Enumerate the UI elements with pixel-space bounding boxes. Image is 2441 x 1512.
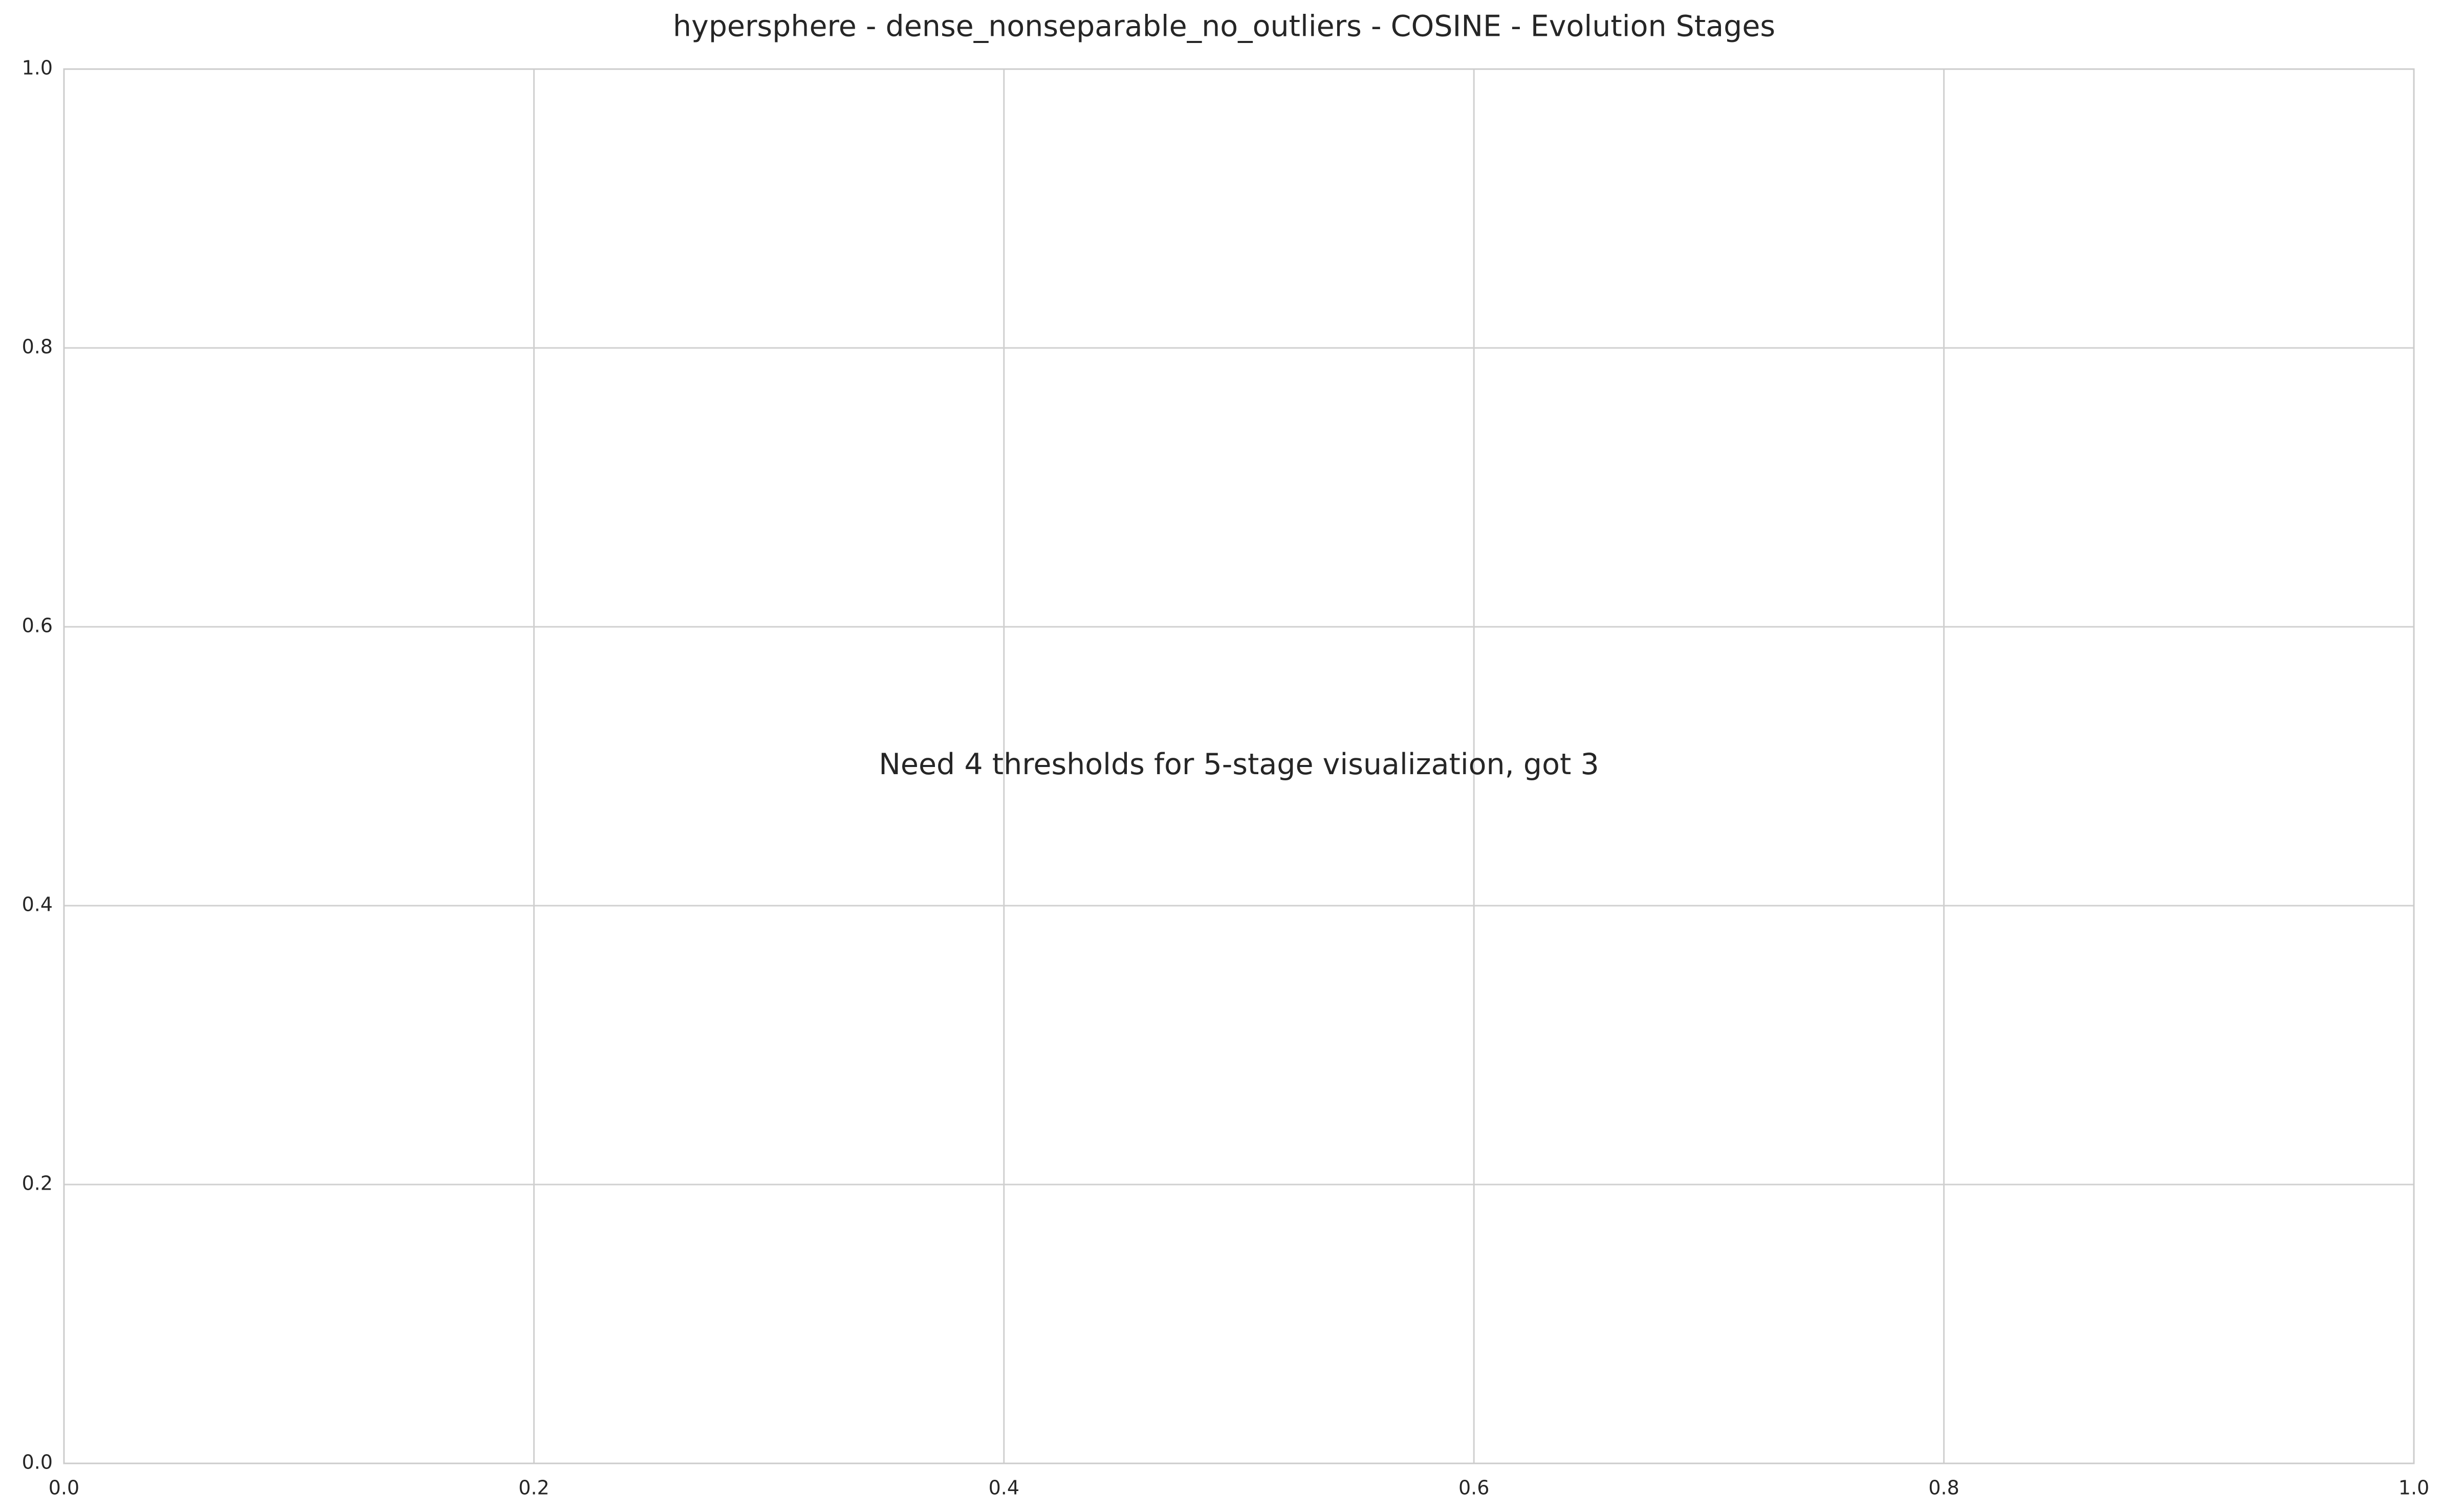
y-tick-label: 0.0 <box>22 1451 53 1474</box>
y-tick-label: 0.4 <box>22 893 53 916</box>
y-tick-label: 0.8 <box>22 336 53 358</box>
x-tick-label: 0.4 <box>989 1477 1019 1499</box>
tick-labels: 0.0 0.2 0.4 0.6 0.8 1.0 0.0 0.2 0.4 0.6 0.8 1.0 <box>22 57 2430 1499</box>
y-tick-label: 0.6 <box>22 615 53 637</box>
x-tick-label: 0.6 <box>1458 1477 1489 1499</box>
x-tick-label: 0.0 <box>49 1477 79 1499</box>
chart-annotation: Need 4 thresholds for 5-stage visualizat… <box>879 748 1599 781</box>
chart-title: hypersphere - dense_nonseparable_no_outl… <box>673 10 1775 43</box>
plot-area: 0.0 0.2 0.4 0.6 0.8 1.0 0.0 0.2 0.4 0.6 0.8 1.0 Nee… <box>22 57 2430 1499</box>
x-tick-label: 1.0 <box>2399 1477 2429 1499</box>
y-tick-label: 1.0 <box>22 57 53 79</box>
x-tick-label: 0.8 <box>1928 1477 1959 1499</box>
axes-frame <box>63 68 2415 1464</box>
y-tick-label: 0.2 <box>22 1172 53 1195</box>
x-tick-label: 0.2 <box>518 1477 549 1499</box>
